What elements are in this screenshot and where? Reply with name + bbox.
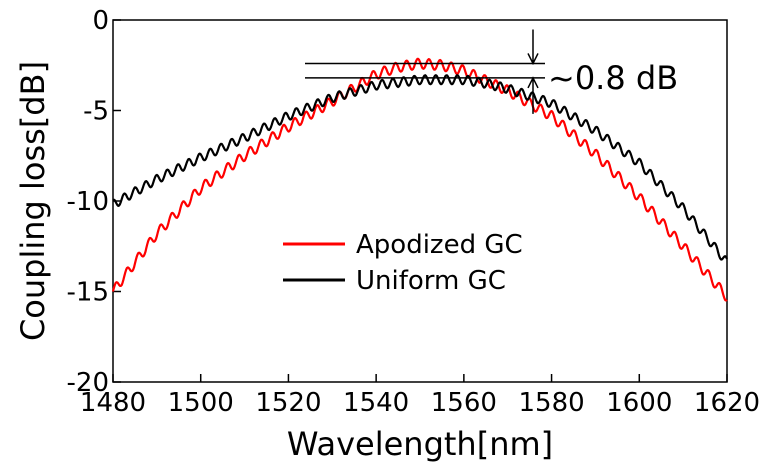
y-axis-ticks: 0 -5 -10 -15 -20 (67, 6, 121, 398)
annotation-arrow-down (527, 29, 539, 66)
x-tick-label: 1580 (518, 388, 584, 418)
annotation-text: ~0.8 dB (548, 59, 678, 97)
x-axis-ticks: 1480 1500 1520 1540 1560 1580 1600 1620 (80, 374, 760, 418)
y-tick-label: -10 (67, 187, 109, 217)
x-tick-label: 1540 (343, 388, 409, 418)
y-tick-label: -15 (67, 278, 109, 308)
legend-label-apodized: Apodized GC (356, 230, 523, 260)
y-axis-title: Coupling loss[dB] (14, 61, 52, 341)
series-layer (111, 57, 728, 302)
y-tick-label: -5 (83, 97, 109, 127)
x-tick-label: 1560 (431, 388, 497, 418)
x-axis-title: Wavelength[nm] (287, 425, 553, 463)
series-line-uniform (112, 74, 728, 261)
x-tick-label: 1500 (168, 388, 234, 418)
x-tick-label: 1480 (80, 388, 146, 418)
legend: Apodized GC Uniform GC (283, 230, 523, 296)
y-tick-label: -20 (67, 368, 109, 398)
annotation-arrow-up (527, 76, 539, 114)
x-tick-label: 1620 (694, 388, 760, 418)
annotation-layer: ~0.8 dB (305, 29, 678, 114)
x-tick-label: 1520 (255, 388, 321, 418)
series-line-apodized (111, 57, 728, 302)
y-tick-label: 0 (92, 6, 109, 36)
x-tick-label: 1600 (606, 388, 672, 418)
legend-label-uniform: Uniform GC (356, 266, 506, 296)
